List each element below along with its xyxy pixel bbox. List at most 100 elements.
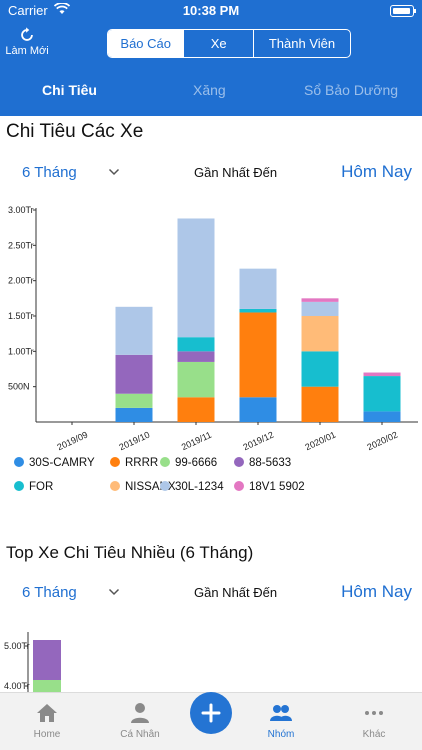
chevron-down-icon[interactable] — [108, 586, 120, 598]
filter-row-expenses: 6 Tháng Gần Nhất Đến Hôm Nay — [0, 160, 422, 188]
tab-personal-label: Cá Nhân — [120, 729, 160, 740]
tab-maintenance-log[interactable]: Sổ Bảo Dưỡng — [304, 82, 399, 98]
bar-segment — [239, 268, 277, 309]
legend-label: 30S-CAMRY — [29, 457, 95, 469]
refresh-label: Làm Mới — [5, 45, 49, 57]
bar-segment — [239, 397, 277, 422]
section-title-top-vehicles: Top Xe Chi Tiêu Nhiều (6 Tháng) — [6, 543, 254, 562]
legend-item: 18V1 5902 — [234, 481, 305, 493]
legend-item: 30L-1234 — [160, 481, 224, 493]
tab-group-label: Nhóm — [267, 729, 295, 740]
plus-icon — [201, 703, 221, 723]
group-icon — [270, 705, 292, 721]
legend-label: 18V1 5902 — [249, 481, 305, 493]
legend-dot — [14, 457, 24, 467]
segment-vehicle[interactable]: Xe — [184, 30, 254, 57]
tab-expenses[interactable]: Chi Tiêu — [42, 82, 97, 98]
status-bar: Carrier 10:38 PM — [0, 0, 422, 22]
y-tick-label: 4.00Tr — [4, 681, 30, 691]
bar-segment — [115, 354, 153, 394]
legend-label: FOR — [29, 481, 54, 493]
period-select[interactable]: 6 Tháng — [22, 164, 77, 181]
segment-members[interactable]: Thành Viên — [268, 36, 336, 51]
legend-label: 88-5633 — [249, 457, 292, 469]
section-title-expenses: Chi Tiêu Các Xe — [6, 121, 144, 142]
x-tick-label: 2019/09 — [56, 429, 90, 452]
carrier-label: Carrier — [8, 3, 48, 18]
wifi-icon — [53, 2, 71, 18]
bar-segment — [239, 312, 277, 398]
bar-segment — [177, 218, 215, 338]
x-tick-label: 2019/12 — [242, 429, 276, 452]
tab-home-label: Home — [33, 729, 61, 740]
legend-item: 99-6666 — [160, 457, 217, 469]
legend-dot — [160, 457, 170, 467]
bar-segment — [177, 351, 215, 362]
bar-segment — [115, 306, 153, 355]
x-tick-label: 2020/01 — [304, 429, 338, 452]
bar-segment — [177, 337, 215, 352]
bar-segment — [33, 680, 61, 692]
tab-group[interactable]: Nhóm — [246, 701, 316, 740]
legend-dot — [14, 481, 24, 491]
bar-segment — [33, 640, 61, 680]
chevron-down-icon[interactable] — [108, 166, 120, 178]
legend-label: 30L-1234 — [175, 481, 224, 493]
legend-item: RRRR — [110, 457, 158, 469]
bar-segment — [115, 407, 153, 422]
top-vehicles-bar-chart: 4.00Tr 5.00Tr — [4, 632, 61, 692]
legend-dot — [234, 481, 244, 491]
x-tick-label: 2019/11 — [180, 430, 213, 452]
clock: 10:38 PM — [182, 3, 240, 18]
legend-dot — [234, 457, 244, 467]
tab-more-label: Khác — [362, 729, 386, 740]
add-button[interactable] — [190, 692, 232, 734]
y-tick-label: 3.00Tr — [8, 205, 34, 215]
legend-dot — [160, 481, 170, 491]
y-tick-label: 2.50Tr — [8, 240, 34, 250]
y-tick-label: 5.00Tr — [4, 641, 30, 651]
bar-segment — [363, 411, 401, 422]
legend-item: 30S-CAMRY — [14, 457, 95, 469]
range-label: Gần Nhất Đến — [194, 165, 278, 180]
refresh-icon — [21, 27, 33, 41]
bar-segment — [301, 351, 339, 387]
refresh-button[interactable]: Làm Mới — [4, 24, 50, 64]
bar-segment — [301, 298, 339, 302]
battery-icon — [390, 5, 416, 17]
bar-segment — [301, 386, 339, 422]
x-tick-label: 2020/02 — [366, 429, 400, 452]
tab-personal[interactable]: Cá Nhân — [105, 701, 175, 740]
segment-report[interactable]: Báo Cáo — [108, 30, 185, 57]
tab-home[interactable]: Home — [12, 701, 82, 740]
person-icon — [131, 703, 149, 723]
bar-segment — [177, 397, 215, 422]
legend-item: FOR — [14, 481, 53, 493]
bar-segment — [239, 308, 277, 313]
y-tick-label: 500N — [8, 382, 30, 392]
legend-dot — [110, 481, 120, 491]
x-tick-label: 2019/10 — [118, 429, 152, 452]
tab-fuel[interactable]: Xăng — [193, 82, 226, 98]
y-tick-label: 2.00Tr — [8, 276, 34, 286]
today-button[interactable]: Hôm Nay — [341, 162, 412, 181]
bar-segment — [301, 316, 339, 352]
tab-more[interactable]: Khác — [339, 701, 409, 740]
expenses-stacked-bar-chart: 500N 1.00Tr 1.50Tr 2.00Tr 2.50Tr 3.00Tr 2019/0… — [8, 205, 418, 452]
nav-bar: Làm Mới Báo Cáo Xe Thành Viên — [0, 22, 422, 66]
bar-segment — [177, 361, 215, 398]
bar-segment — [115, 393, 153, 408]
legend-label: 99-6666 — [175, 457, 218, 469]
bar-segment — [301, 301, 339, 316]
legend-dot — [110, 457, 120, 467]
home-icon — [37, 704, 57, 722]
y-tick-label: 1.00Tr — [8, 346, 34, 356]
more-icon — [365, 711, 383, 715]
legend-item: 88-5633 — [234, 457, 291, 469]
period-select-2[interactable]: 6 Tháng — [22, 584, 77, 601]
report-tabs: Chi Tiêu Xăng Sổ Bảo Dưỡng — [0, 66, 422, 116]
segmented-control: Báo Cáo Xe Thành Viên — [107, 29, 351, 58]
y-tick-label: 1.50Tr — [8, 311, 34, 321]
bar-segment — [363, 372, 401, 377]
today-button-2[interactable]: Hôm Nay — [341, 582, 412, 601]
